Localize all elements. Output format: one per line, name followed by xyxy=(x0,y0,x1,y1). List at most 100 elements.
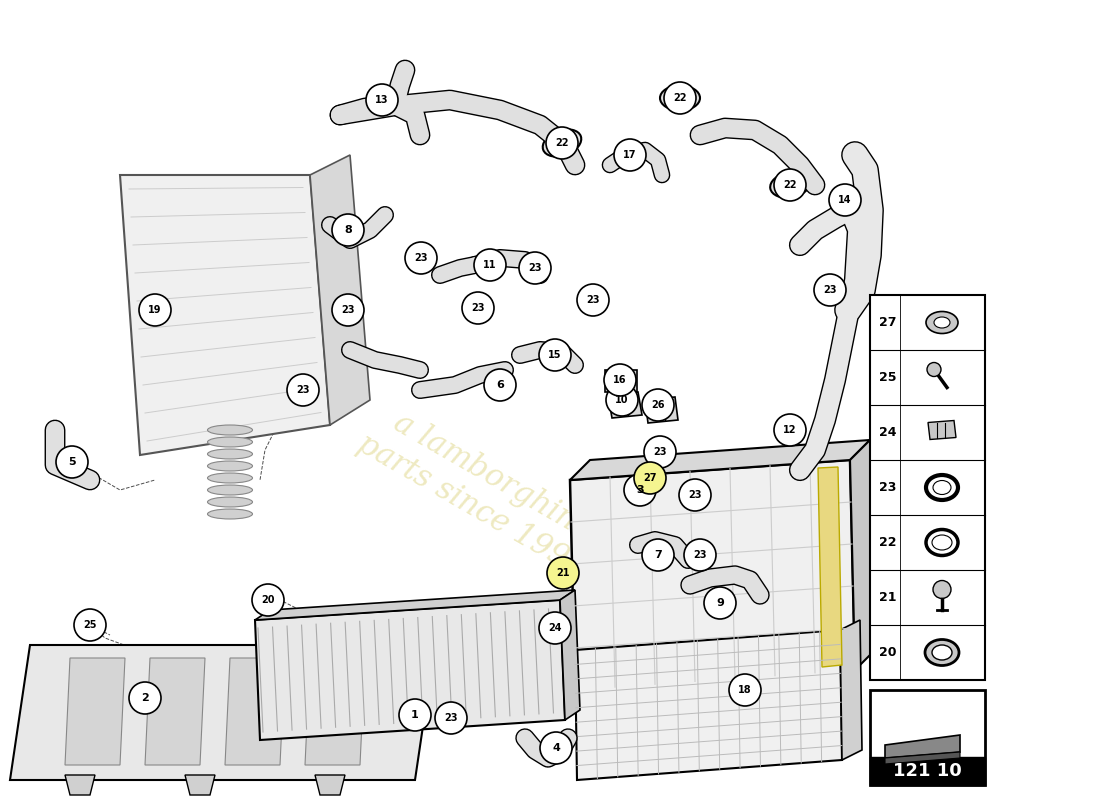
Text: a lamborghini
parts since 1995: a lamborghini parts since 1995 xyxy=(352,397,608,583)
Text: 121 10: 121 10 xyxy=(893,762,961,780)
Circle shape xyxy=(332,294,364,326)
Ellipse shape xyxy=(208,425,253,435)
Polygon shape xyxy=(570,460,855,690)
Polygon shape xyxy=(310,155,370,425)
Text: 23: 23 xyxy=(693,550,706,560)
Text: 23: 23 xyxy=(341,305,354,315)
Ellipse shape xyxy=(208,449,253,459)
Circle shape xyxy=(814,274,846,306)
Circle shape xyxy=(624,474,656,506)
Text: 2: 2 xyxy=(141,693,149,703)
Polygon shape xyxy=(570,440,870,480)
Circle shape xyxy=(704,587,736,619)
Text: 14: 14 xyxy=(838,195,851,205)
Text: 22: 22 xyxy=(673,93,686,103)
Ellipse shape xyxy=(208,473,253,483)
Polygon shape xyxy=(886,735,960,758)
Text: 26: 26 xyxy=(651,400,664,410)
Ellipse shape xyxy=(933,481,952,494)
Polygon shape xyxy=(255,600,565,740)
Text: 18: 18 xyxy=(738,685,751,695)
Polygon shape xyxy=(645,397,678,423)
Text: 6: 6 xyxy=(496,380,504,390)
Circle shape xyxy=(129,682,161,714)
Circle shape xyxy=(56,446,88,478)
Text: 24: 24 xyxy=(548,623,562,633)
Text: 23: 23 xyxy=(415,253,428,263)
Text: 10: 10 xyxy=(615,395,629,405)
Text: 23: 23 xyxy=(689,490,702,500)
Polygon shape xyxy=(886,752,960,764)
Polygon shape xyxy=(65,775,95,795)
Text: 22: 22 xyxy=(556,138,569,148)
FancyBboxPatch shape xyxy=(605,370,637,392)
Ellipse shape xyxy=(660,86,700,110)
Text: 13: 13 xyxy=(375,95,388,105)
Circle shape xyxy=(829,184,861,216)
Ellipse shape xyxy=(926,311,958,334)
Circle shape xyxy=(546,127,578,159)
Circle shape xyxy=(927,362,940,377)
Text: 24: 24 xyxy=(879,426,896,439)
Text: 27: 27 xyxy=(644,473,657,483)
Text: 20: 20 xyxy=(879,646,896,659)
Text: 23: 23 xyxy=(528,263,541,273)
Polygon shape xyxy=(10,645,434,780)
Polygon shape xyxy=(608,392,642,418)
FancyBboxPatch shape xyxy=(870,690,984,785)
Ellipse shape xyxy=(932,645,952,660)
Polygon shape xyxy=(840,620,862,760)
Ellipse shape xyxy=(208,461,253,471)
Text: 4: 4 xyxy=(552,743,560,753)
Ellipse shape xyxy=(208,437,253,447)
FancyBboxPatch shape xyxy=(870,757,984,785)
Text: 5: 5 xyxy=(68,457,76,467)
Polygon shape xyxy=(928,421,956,439)
Text: 22: 22 xyxy=(879,536,896,549)
Text: 3: 3 xyxy=(636,485,644,495)
Text: 15: 15 xyxy=(548,350,562,360)
Circle shape xyxy=(540,732,572,764)
Text: 11: 11 xyxy=(483,260,497,270)
Circle shape xyxy=(332,214,364,246)
Text: 23: 23 xyxy=(444,713,458,723)
Polygon shape xyxy=(575,630,842,780)
Text: 20: 20 xyxy=(262,595,275,605)
Circle shape xyxy=(405,242,437,274)
Ellipse shape xyxy=(208,485,253,495)
Circle shape xyxy=(664,82,696,114)
Ellipse shape xyxy=(208,509,253,519)
Ellipse shape xyxy=(770,172,810,198)
Circle shape xyxy=(539,339,571,371)
Text: 23: 23 xyxy=(823,285,837,295)
Circle shape xyxy=(634,462,665,494)
Text: 23: 23 xyxy=(653,447,667,457)
Text: 9: 9 xyxy=(716,598,724,608)
Circle shape xyxy=(644,436,676,468)
Text: 23: 23 xyxy=(471,303,485,313)
Polygon shape xyxy=(226,658,285,765)
Circle shape xyxy=(539,612,571,644)
Polygon shape xyxy=(315,775,345,795)
Polygon shape xyxy=(818,467,842,667)
Circle shape xyxy=(474,249,506,281)
Circle shape xyxy=(679,479,711,511)
Circle shape xyxy=(774,169,806,201)
Text: 25: 25 xyxy=(84,620,97,630)
Circle shape xyxy=(684,539,716,571)
Text: 25: 25 xyxy=(879,371,896,384)
Circle shape xyxy=(642,539,674,571)
Text: 7: 7 xyxy=(654,550,662,560)
Circle shape xyxy=(287,374,319,406)
Circle shape xyxy=(604,364,636,396)
Circle shape xyxy=(462,292,494,324)
Circle shape xyxy=(434,702,468,734)
Polygon shape xyxy=(185,775,214,795)
Circle shape xyxy=(139,294,170,326)
Circle shape xyxy=(547,557,579,589)
Text: 12: 12 xyxy=(783,425,796,435)
Text: 23: 23 xyxy=(296,385,310,395)
FancyBboxPatch shape xyxy=(870,295,984,680)
Circle shape xyxy=(519,252,551,284)
Polygon shape xyxy=(145,658,205,765)
